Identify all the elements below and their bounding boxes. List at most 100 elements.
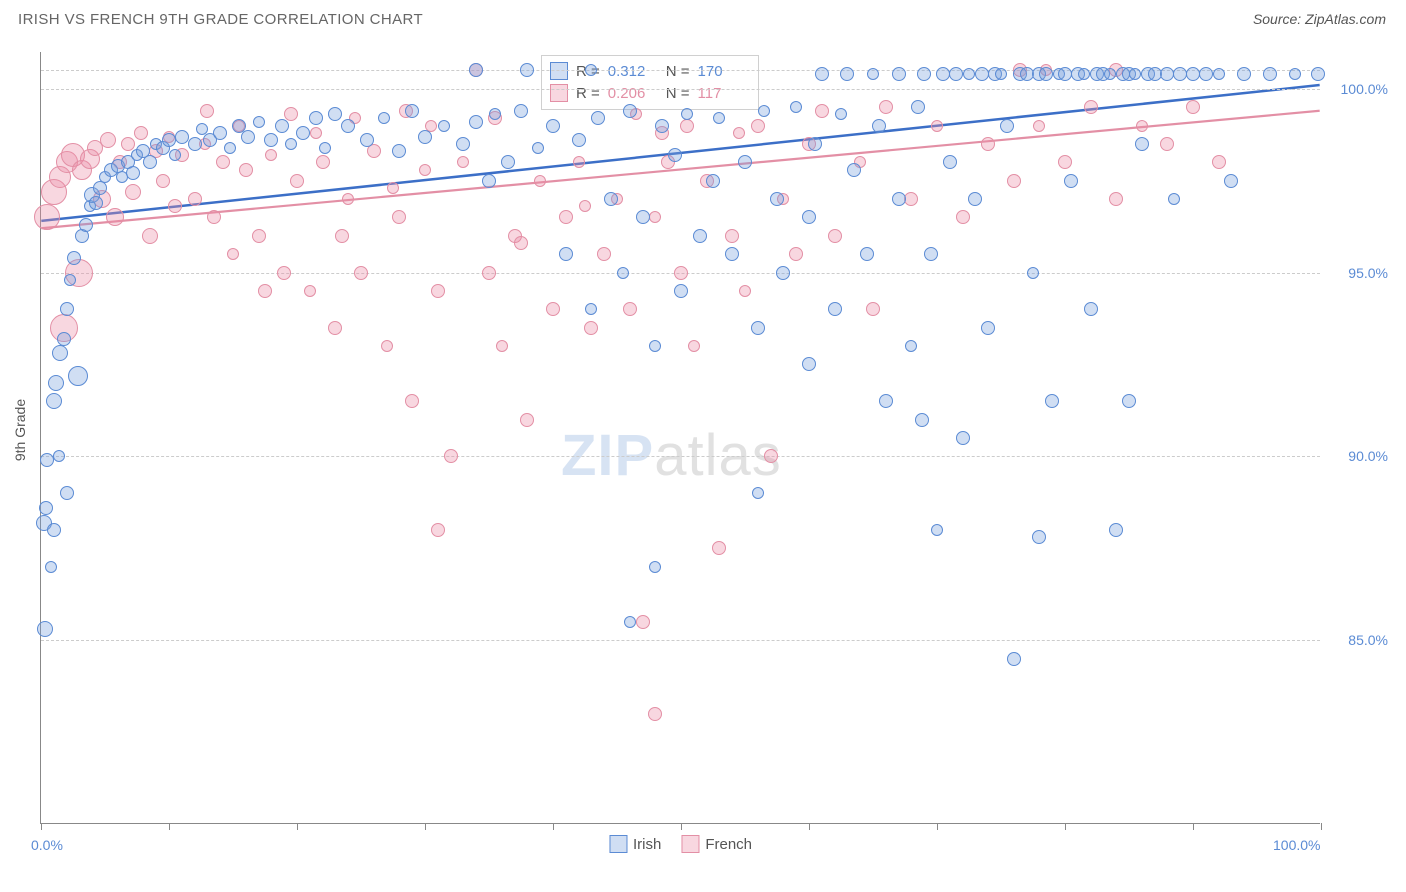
- data-point: [751, 321, 765, 335]
- data-point: [546, 119, 560, 133]
- data-point: [648, 707, 662, 721]
- data-point: [142, 228, 158, 244]
- data-point: [1084, 302, 1098, 316]
- data-point: [39, 501, 53, 515]
- data-point: [636, 210, 650, 224]
- trend-lines: [41, 52, 1320, 823]
- data-point: [981, 321, 995, 335]
- chart-plot-area: ZIPatlas R =0.312N =170R =0.206N =117 Ir…: [40, 52, 1320, 824]
- data-point: [1109, 523, 1123, 537]
- data-point: [776, 266, 790, 280]
- data-point: [125, 184, 141, 200]
- x-tick: [41, 823, 42, 830]
- data-point: [931, 524, 943, 536]
- stat-n-label: N =: [666, 85, 690, 102]
- data-point: [207, 210, 221, 224]
- data-point: [1064, 174, 1078, 188]
- data-point: [617, 267, 629, 279]
- data-point: [53, 450, 65, 462]
- data-point: [1058, 155, 1072, 169]
- data-point: [949, 67, 963, 81]
- data-point: [828, 229, 842, 243]
- data-point: [751, 119, 765, 133]
- data-point: [1168, 193, 1180, 205]
- data-point: [681, 108, 693, 120]
- data-point: [604, 192, 618, 206]
- data-point: [241, 130, 255, 144]
- data-point: [79, 218, 93, 232]
- data-point: [175, 130, 189, 144]
- data-point: [1289, 68, 1301, 80]
- data-point: [828, 302, 842, 316]
- data-point: [879, 394, 893, 408]
- data-point: [693, 229, 707, 243]
- data-point: [585, 303, 597, 315]
- data-point: [1109, 192, 1123, 206]
- data-point: [872, 119, 886, 133]
- data-point: [758, 105, 770, 117]
- stat-r-value: 0.206: [608, 85, 658, 102]
- data-point: [100, 132, 116, 148]
- data-point: [1033, 120, 1045, 132]
- data-point: [905, 340, 917, 352]
- data-point: [725, 229, 739, 243]
- source-label: Source: ZipAtlas.com: [1253, 11, 1386, 27]
- legend-label: French: [705, 836, 752, 853]
- data-point: [808, 137, 822, 151]
- data-point: [1263, 67, 1277, 81]
- data-point: [1199, 67, 1213, 81]
- data-point: [847, 163, 861, 177]
- data-point: [319, 142, 331, 154]
- data-point: [47, 523, 61, 537]
- data-point: [168, 199, 182, 213]
- data-point: [674, 284, 688, 298]
- data-point: [520, 413, 534, 427]
- data-point: [496, 340, 508, 352]
- data-point: [335, 229, 349, 243]
- data-point: [392, 210, 406, 224]
- data-point: [304, 285, 316, 297]
- data-point: [438, 120, 450, 132]
- data-point: [963, 68, 975, 80]
- data-point: [623, 104, 637, 118]
- data-point: [835, 108, 847, 120]
- data-point: [559, 210, 573, 224]
- data-point: [1213, 68, 1225, 80]
- data-point: [418, 130, 432, 144]
- x-tick: [169, 823, 170, 830]
- data-point: [482, 174, 496, 188]
- data-point: [89, 196, 103, 210]
- data-point: [444, 449, 458, 463]
- data-point: [309, 111, 323, 125]
- data-point: [156, 174, 170, 188]
- data-point: [482, 266, 496, 280]
- legend-swatch: [609, 835, 627, 853]
- legend-swatch: [681, 835, 699, 853]
- data-point: [1007, 652, 1021, 666]
- data-point: [585, 64, 597, 76]
- data-point: [258, 284, 272, 298]
- data-point: [789, 247, 803, 261]
- data-point: [216, 155, 230, 169]
- data-point: [360, 133, 374, 147]
- data-point: [649, 211, 661, 223]
- data-point: [1104, 68, 1116, 80]
- data-point: [431, 284, 445, 298]
- data-point: [866, 302, 880, 316]
- data-point: [469, 63, 483, 77]
- data-point: [956, 431, 970, 445]
- data-point: [559, 247, 573, 261]
- data-point: [224, 142, 236, 154]
- x-tick: [297, 823, 298, 830]
- data-point: [501, 155, 515, 169]
- data-point: [46, 393, 62, 409]
- data-point: [328, 107, 342, 121]
- data-point: [67, 251, 81, 265]
- data-point: [706, 174, 720, 188]
- data-point: [405, 104, 419, 118]
- data-point: [892, 192, 906, 206]
- y-tick-label: 95.0%: [1348, 265, 1388, 281]
- legend-item: Irish: [609, 835, 661, 853]
- data-point: [915, 413, 929, 427]
- data-point: [597, 247, 611, 261]
